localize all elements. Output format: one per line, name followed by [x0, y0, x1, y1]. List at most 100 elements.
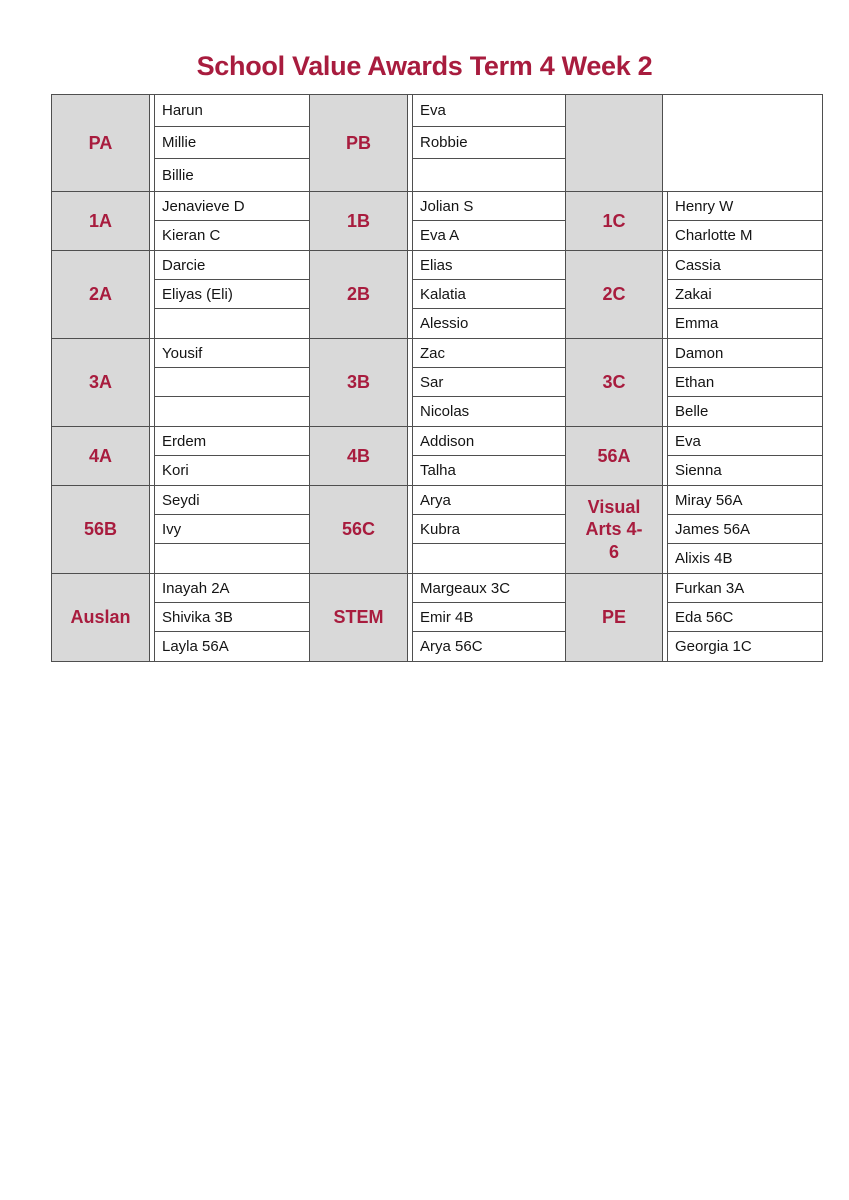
- student-name-cell: Kieran C: [154, 221, 309, 250]
- class-label: 56C: [341, 519, 376, 540]
- student-name-cell: Harun: [154, 95, 309, 127]
- student-name: Cassia: [675, 256, 721, 274]
- student-name-cell: Seydi: [154, 486, 309, 515]
- student-name-cell: [412, 159, 565, 191]
- class-label: 56B: [83, 519, 118, 540]
- class-label: 2B: [346, 284, 370, 305]
- student-name-cell: Inayah 2A: [154, 574, 309, 603]
- student-name-cell: Arya 56C: [412, 632, 565, 661]
- student-name-cell: Emir 4B: [412, 603, 565, 632]
- student-name-cell: Elias: [412, 251, 565, 280]
- student-name-cell: Zakai: [667, 280, 822, 309]
- student-name: Emir 4B: [420, 608, 474, 626]
- student-name-cell: Henry W: [667, 192, 822, 221]
- class-label: 1B: [346, 210, 370, 231]
- student-name-cell: Nicolas: [412, 397, 565, 426]
- class-label: 56A: [597, 445, 631, 466]
- student-name-cell: [412, 544, 565, 573]
- awards-table: PA Harun Millie Billie PB Eva Robbie 1A Jenaviev…: [51, 94, 823, 662]
- student-name: Erdem: [162, 432, 207, 450]
- class-label: 2A: [88, 284, 112, 305]
- class-label: 1C: [602, 210, 626, 231]
- student-name: Belle: [675, 403, 709, 420]
- student-name-cell: Eva: [412, 95, 565, 127]
- student-name-cell: Georgia 1C: [667, 632, 822, 661]
- student-name-cell: Furkan 3A: [667, 574, 822, 603]
- student-name: James 56A: [675, 520, 751, 538]
- student-name-cell: Eda 56C: [667, 603, 822, 632]
- class-label-cell: 3C: [566, 339, 663, 427]
- names-group-cell: Eva Sienna: [663, 427, 823, 486]
- student-name-cell: Eva A: [412, 221, 565, 250]
- student-name-cell: [154, 368, 309, 397]
- student-name-cell: Ethan: [667, 368, 822, 397]
- student-name-cell: Shivika 3B: [154, 603, 309, 632]
- student-name-cell: Kori: [154, 456, 309, 485]
- names-group-cell: Jolian S Eva A: [408, 192, 566, 251]
- student-name: Robbie: [420, 134, 468, 151]
- class-label-cell: 56C: [310, 486, 408, 574]
- student-name: Layla 56A: [162, 638, 229, 655]
- page-title: School Value Awards Term 4 Week 2: [196, 51, 653, 81]
- student-name-cell: Miray 56A: [667, 486, 822, 515]
- student-name-cell: Zac: [412, 339, 565, 368]
- student-name: Eva: [675, 432, 701, 450]
- student-name: Damon: [675, 344, 724, 362]
- names-group-cell: Zac Sar Nicolas: [408, 339, 566, 427]
- student-name-cell: Alixis 4B: [667, 544, 822, 573]
- student-name: Sienna: [675, 462, 722, 479]
- student-name-cell: Kubra: [412, 515, 565, 544]
- names-group-cell: Damon Ethan Belle: [663, 339, 823, 427]
- class-label: 1A: [88, 210, 112, 231]
- student-name: Billie: [162, 166, 194, 184]
- student-name: Addison: [420, 432, 475, 450]
- class-label-cell: [566, 95, 663, 192]
- student-name-cell: Alessio: [412, 309, 565, 338]
- student-name: Charlotte M: [675, 227, 753, 244]
- student-name-cell: Eva: [667, 427, 822, 456]
- class-label-cell: PA: [52, 95, 150, 192]
- student-name: Elias: [420, 256, 453, 274]
- student-name-cell: Robbie: [412, 127, 565, 159]
- student-name-cell: Erdem: [154, 427, 309, 456]
- student-name: Eva: [420, 102, 446, 119]
- class-label-cell: 3B: [310, 339, 408, 427]
- student-name: Margeaux 3C: [420, 579, 511, 597]
- student-name-cell: Damon: [667, 339, 822, 368]
- class-label: 3C: [602, 372, 626, 393]
- student-name-cell: [154, 544, 309, 573]
- class-label-cell: 2C: [566, 251, 663, 339]
- student-name-cell: Emma: [667, 309, 822, 338]
- class-label-cell: 2A: [52, 251, 150, 339]
- class-label-cell: 1A: [52, 192, 150, 251]
- student-name-cell: Billie: [154, 159, 309, 191]
- class-label: 4B: [346, 445, 370, 466]
- student-name: Kalatia: [420, 285, 466, 303]
- student-name: Kieran C: [162, 227, 221, 244]
- class-label: PE: [601, 607, 626, 628]
- student-name-cell: Sar: [412, 368, 565, 397]
- student-name: Zakai: [675, 285, 712, 303]
- names-group-cell: Arya Kubra: [408, 486, 566, 574]
- student-name-cell: Margeaux 3C: [412, 574, 565, 603]
- student-name-cell: Talha: [412, 456, 565, 485]
- names-group-cell: Jenavieve D Kieran C: [150, 192, 310, 251]
- student-name: Arya 56C: [420, 638, 483, 655]
- student-name: Kubra: [420, 520, 461, 538]
- student-name-cell: Millie: [154, 127, 309, 159]
- class-label: Auslan: [70, 607, 131, 628]
- student-name: Harun: [162, 102, 203, 119]
- names-group-cell: Margeaux 3C Emir 4B Arya 56C: [408, 574, 566, 662]
- class-label: STEM: [333, 607, 384, 628]
- student-name-cell: Sienna: [667, 456, 822, 485]
- class-label-cell: 2B: [310, 251, 408, 339]
- student-name: Emma: [675, 315, 719, 332]
- names-group-cell: Eva Robbie: [408, 95, 566, 192]
- student-name-cell: Yousif: [154, 339, 309, 368]
- student-name: Alessio: [420, 315, 469, 332]
- class-label: 4A: [88, 445, 112, 466]
- class-label-cell: 4A: [52, 427, 150, 486]
- student-name: Henry W: [675, 197, 734, 215]
- student-name-cell: Darcie: [154, 251, 309, 280]
